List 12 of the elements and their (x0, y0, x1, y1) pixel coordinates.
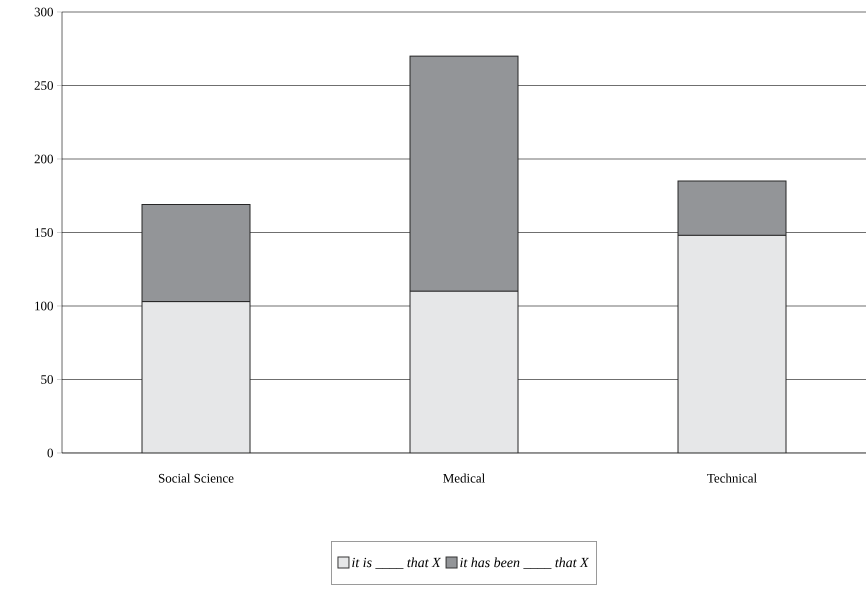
legend-label: it has been ____ that X (460, 557, 590, 569)
y-tick-label: 0 (48, 448, 53, 458)
y-tick-label: 150 (35, 228, 53, 237)
y-tick-label: 50 (41, 375, 53, 384)
y-tick-label: 200 (34, 154, 53, 164)
x-tick-label: Medical (443, 474, 485, 483)
legend-label: it is ____ that X (352, 557, 442, 569)
x-tick-label: Technical (707, 474, 757, 483)
x-tick-label: Social Science (158, 474, 234, 483)
y-tick-label: 100 (35, 302, 53, 310)
y-tick-label: 300 (34, 8, 53, 16)
y-tick-label: 250 (34, 81, 53, 90)
